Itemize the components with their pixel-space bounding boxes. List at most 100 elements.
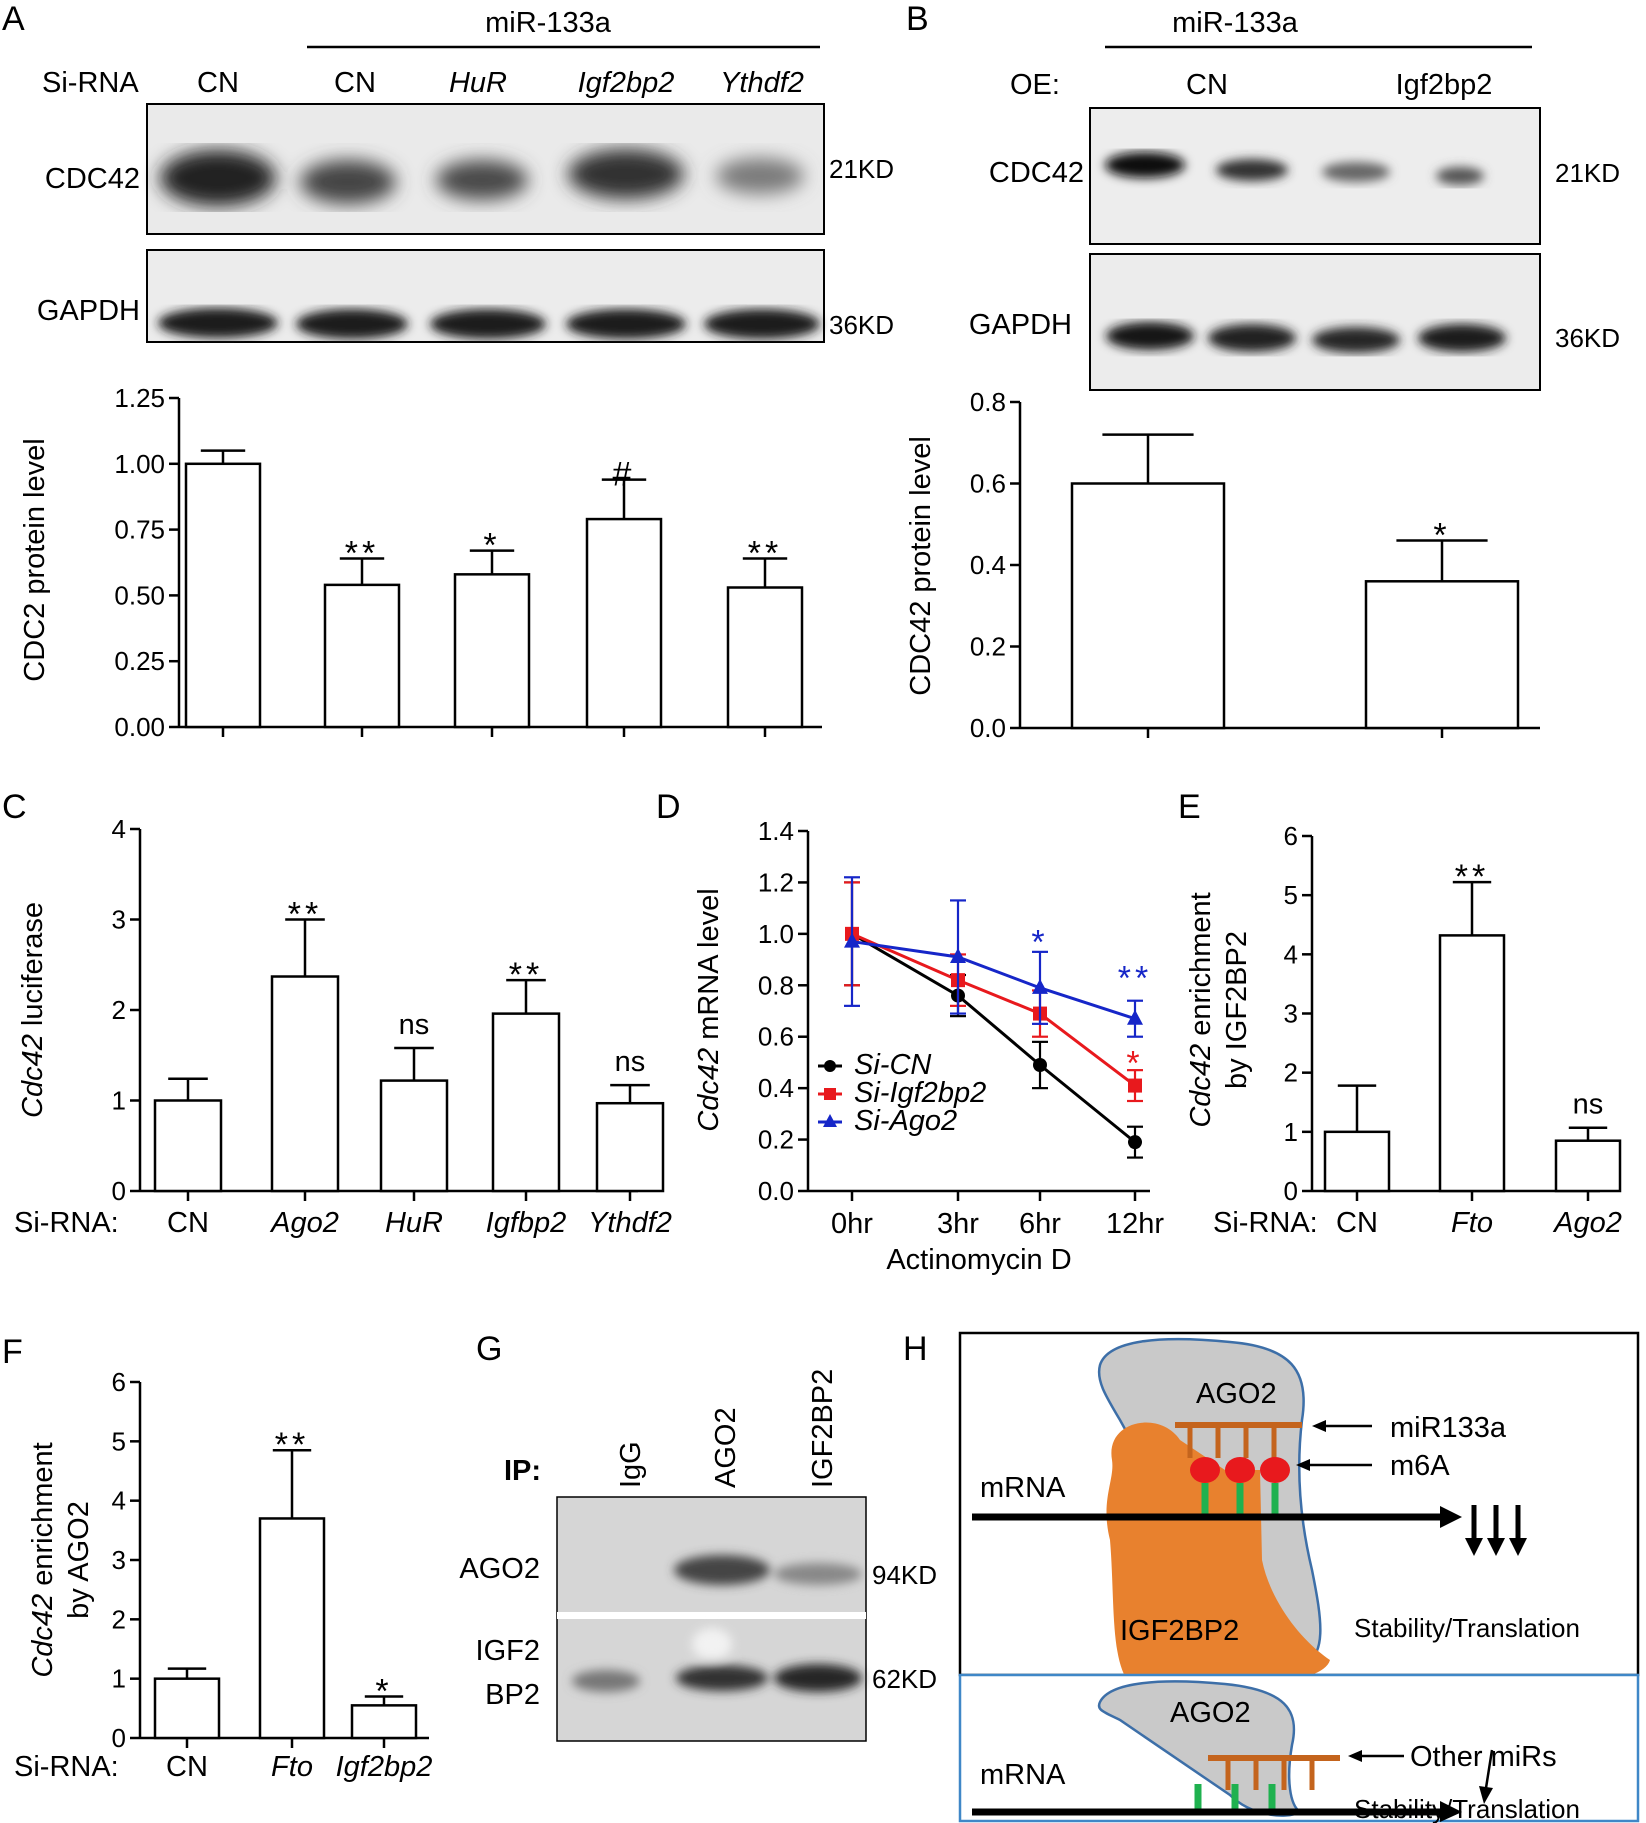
y-tick-label: 0.50 <box>114 580 165 610</box>
panel-g-row-2-size: 62KD <box>872 1664 937 1694</box>
legend-marker <box>824 1088 836 1100</box>
bar-2 <box>323 583 401 729</box>
y-tick-label: 0.00 <box>114 712 165 742</box>
panel-b-gapdh-label: GAPDH <box>969 309 1072 341</box>
y-axis-title-gene: Cdc42 <box>27 1594 59 1678</box>
panel-g-lane-3: IGF2BP2 <box>807 1369 839 1488</box>
y-tick-label: 0.4 <box>758 1073 794 1103</box>
y-tick-label: 1 <box>112 1664 126 1694</box>
panel-g-lane-1: IgG <box>615 1441 647 1488</box>
y-axis-title: Cdc42 luciferase <box>17 902 49 1118</box>
y-axis-title: CDC42 protein level <box>905 436 937 696</box>
panel-g-letter: G <box>476 1330 502 1368</box>
y-axis-title: Cdc42 enrichment <box>27 1442 59 1677</box>
x-category-label: Igfbp2 <box>486 1207 567 1239</box>
y-tick-label: 6 <box>1284 821 1298 851</box>
y-tick-label: 0.6 <box>970 469 1006 499</box>
y-tick-label: 0.2 <box>758 1125 794 1155</box>
y-tick-label: 0.8 <box>758 970 794 1000</box>
x-category-label: Ythdf2 <box>588 1207 672 1239</box>
y-axis-title-gene: Cdc42 <box>17 1034 49 1118</box>
bar-1 <box>153 1099 223 1193</box>
y-tick-label: 0 <box>112 1723 126 1753</box>
y-tick-label: 5 <box>1284 880 1298 910</box>
panel-b-lane-2: Igf2bp2 <box>1396 69 1493 101</box>
x-tick-label: 12hr <box>1106 1208 1164 1240</box>
y-tick-label: 1.0 <box>758 919 794 949</box>
panel-g-separator <box>557 1612 866 1619</box>
data-point <box>1033 1058 1047 1072</box>
series-line-1 <box>851 932 1136 1144</box>
bar-3 <box>453 573 531 729</box>
y-tick-label: 3 <box>1284 999 1298 1029</box>
x-tick-label: 0hr <box>831 1208 873 1240</box>
significance-label: * <box>1031 924 1048 962</box>
chart-f: 0 1 2 3 4 5 6 CN ** Fto * Igf2bp2 Cdc42 enrichment by… <box>27 1367 432 1783</box>
panel-b-cdc42-bands <box>1105 152 1484 185</box>
y-tick-label: 6 <box>112 1367 126 1397</box>
panel-h-m6a-label: m6A <box>1390 1450 1450 1482</box>
significance-label: * <box>1433 517 1450 555</box>
significance-label: ** <box>748 535 782 573</box>
panel-h-bottom-ago2-label: AGO2 <box>1170 1697 1251 1729</box>
significance-label: ** <box>509 956 543 994</box>
panel-h-top-mrna-arrowhead <box>1440 1506 1462 1528</box>
panel-a-gapdh-bands <box>158 308 820 339</box>
panel-h-bottom-outcome: Stability/Translation <box>1354 1794 1580 1823</box>
bar-1 <box>1323 1130 1391 1193</box>
y-axis-title: Cdc42 mRNA level <box>693 888 725 1131</box>
panel-h-bottom-mrna-arrowhead <box>1440 1801 1462 1822</box>
chart-e: 0 1 2 3 4 5 6 CN ** Fto ns Ago2 Cdc42 enrichment by I… <box>1185 821 1622 1239</box>
panel-a-treatment-label: miR-133a <box>485 7 612 39</box>
y-tick-label: 0.75 <box>114 515 165 545</box>
data-point <box>1128 1135 1142 1150</box>
panel-g-row-1-label: AGO2 <box>459 1553 540 1585</box>
panel-b-gapdh-size: 36KD <box>1555 323 1620 353</box>
panel-b-cdc42-label: CDC42 <box>989 157 1084 189</box>
panel-b-gapdh-blot <box>1089 253 1541 391</box>
significance-label: ** <box>345 535 379 573</box>
panel-a-cdc42-label: CDC42 <box>45 163 140 195</box>
series-line-2 <box>851 932 1136 1087</box>
panel-h-top-mrna-label: mRNA <box>980 1472 1066 1504</box>
significance-label: ** <box>288 896 322 934</box>
y-tick-label: 1.00 <box>114 449 165 479</box>
y-tick-label: 0 <box>1284 1176 1298 1206</box>
x-tick-label: 6hr <box>1019 1208 1061 1240</box>
significance-label: ns <box>399 1009 430 1041</box>
y-tick-label: 4 <box>112 1486 126 1516</box>
panel-a-lane-2: CN <box>334 67 376 99</box>
y-axis-title-gene: Cdc42 <box>1185 1044 1217 1128</box>
x-category-label: Fto <box>271 1751 313 1783</box>
series-line-3 <box>851 940 1136 1021</box>
data-point <box>950 948 966 963</box>
y-tick-label: 2 <box>112 995 126 1025</box>
y-tick-label: 1 <box>1284 1117 1298 1147</box>
significance-label: * <box>483 527 500 565</box>
significance-label: * <box>1126 1044 1143 1082</box>
panel-h-m6a-dot <box>1190 1457 1220 1483</box>
panel-b-cdc42-size: 21KD <box>1555 158 1620 188</box>
panel-h-mirna-label: miR133a <box>1390 1412 1507 1444</box>
panel-g-bands <box>572 1555 862 1692</box>
x-category-label: Igf2bp2 <box>336 1751 433 1783</box>
y-tick-label: 0.25 <box>114 646 165 676</box>
panel-a-cdc42-bands <box>160 149 804 206</box>
bar-3 <box>379 1079 449 1193</box>
panel-h-mirna-pointer-head <box>1312 1420 1326 1432</box>
y-axis-title-gene: Cdc42 <box>693 1048 725 1132</box>
bar-2 <box>258 1517 326 1740</box>
y-tick-label: 0.0 <box>970 713 1006 743</box>
panel-b-gapdh-bands <box>1106 322 1506 353</box>
bar-2 <box>1364 580 1520 730</box>
panel-h-letter: H <box>903 1330 928 1368</box>
legend-marker <box>824 1060 836 1072</box>
legend-label: Si-Igf2bp2 <box>854 1077 986 1109</box>
y-axis-title: Cdc42 enrichment <box>1185 892 1217 1127</box>
bar-4 <box>585 517 663 729</box>
x-axis-title: Actinomycin D <box>886 1244 1071 1276</box>
panel-a-lane-1: CN <box>197 67 239 99</box>
bar-2 <box>1438 934 1506 1193</box>
bar-1 <box>153 1677 221 1740</box>
